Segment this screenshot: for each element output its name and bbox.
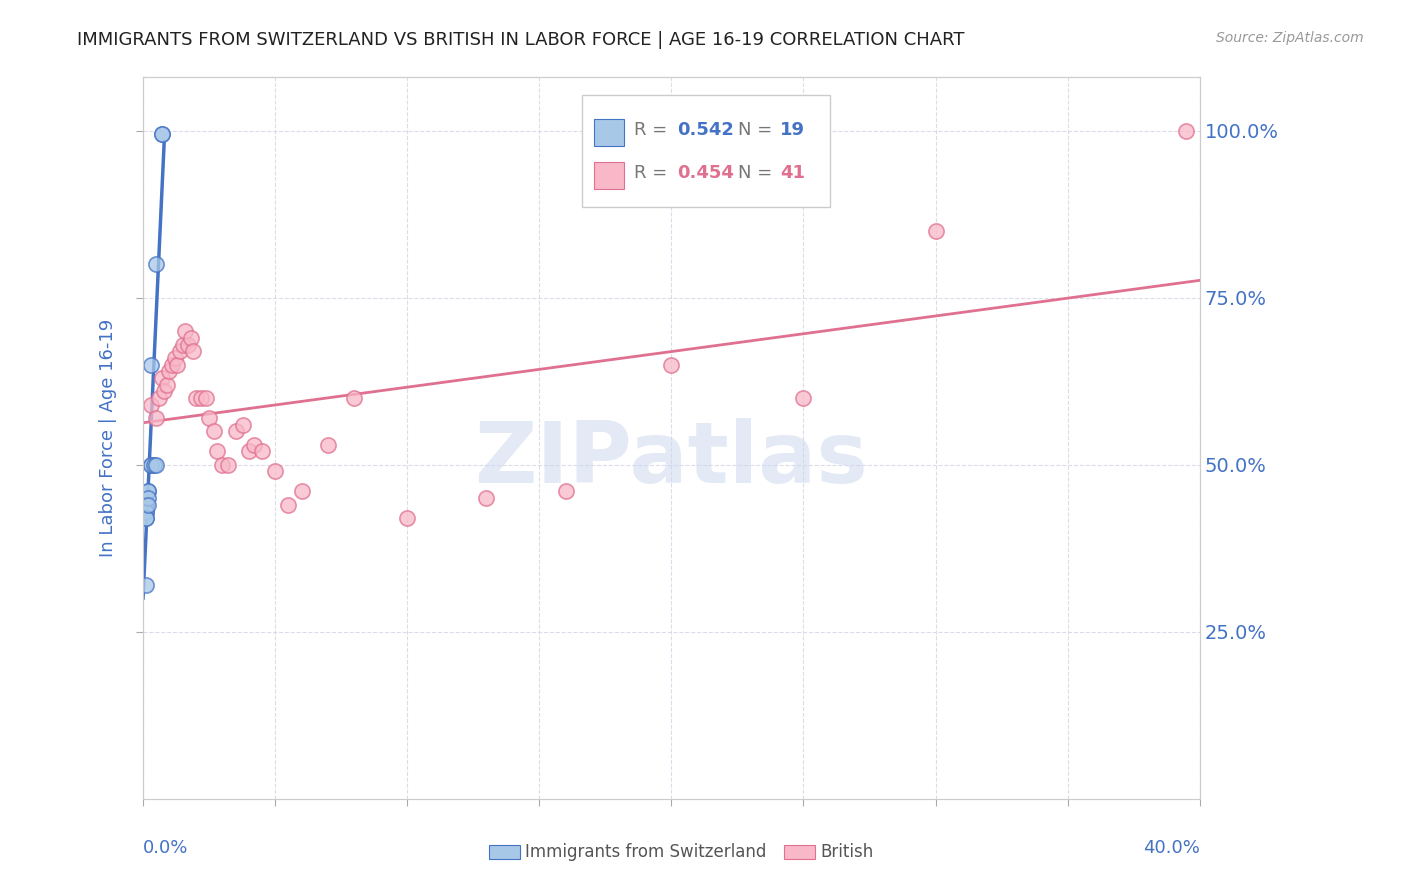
Point bbox=[659, 358, 682, 372]
Point bbox=[150, 127, 173, 141]
Point bbox=[135, 578, 157, 592]
Point bbox=[475, 491, 498, 505]
Point bbox=[243, 438, 266, 452]
Point bbox=[177, 337, 200, 351]
Point bbox=[172, 337, 194, 351]
Point bbox=[198, 411, 221, 425]
FancyBboxPatch shape bbox=[582, 95, 830, 207]
Text: 19: 19 bbox=[780, 121, 806, 139]
Point bbox=[159, 364, 181, 378]
Point bbox=[343, 391, 366, 405]
Point bbox=[145, 257, 167, 271]
Point bbox=[554, 484, 576, 499]
Point bbox=[148, 391, 170, 405]
Text: R =: R = bbox=[634, 164, 673, 182]
Point bbox=[166, 358, 188, 372]
Point bbox=[174, 324, 197, 338]
Bar bbox=[595, 161, 624, 189]
Text: Immigrants from Switzerland: Immigrants from Switzerland bbox=[524, 843, 766, 861]
Text: ZIPatlas: ZIPatlas bbox=[474, 418, 869, 501]
Text: N =: N = bbox=[738, 164, 778, 182]
Text: 40.0%: 40.0% bbox=[1143, 838, 1199, 857]
Text: N =: N = bbox=[738, 121, 778, 139]
Point bbox=[238, 444, 260, 458]
Point bbox=[1175, 124, 1198, 138]
Point bbox=[232, 417, 254, 432]
Point bbox=[138, 491, 160, 505]
Point bbox=[225, 425, 247, 439]
Point bbox=[217, 458, 239, 472]
Point bbox=[153, 384, 176, 399]
Point bbox=[135, 504, 157, 518]
Point bbox=[169, 344, 191, 359]
Point bbox=[277, 498, 299, 512]
Point bbox=[139, 458, 162, 472]
Point bbox=[135, 498, 157, 512]
Point bbox=[139, 358, 162, 372]
Point bbox=[250, 444, 273, 458]
Point bbox=[156, 377, 179, 392]
Point bbox=[264, 465, 287, 479]
Point bbox=[150, 127, 173, 141]
Point bbox=[139, 398, 162, 412]
Point bbox=[138, 498, 160, 512]
Point bbox=[163, 351, 186, 365]
Point bbox=[139, 458, 162, 472]
Point bbox=[190, 391, 212, 405]
Point bbox=[195, 391, 218, 405]
Text: British: British bbox=[820, 843, 873, 861]
Point bbox=[142, 458, 165, 472]
Bar bbox=[595, 119, 624, 146]
Point bbox=[135, 511, 157, 525]
Point bbox=[924, 224, 946, 238]
Point bbox=[180, 331, 202, 345]
Point bbox=[138, 484, 160, 499]
Text: 0.542: 0.542 bbox=[676, 121, 734, 139]
Point bbox=[160, 358, 183, 372]
Point bbox=[145, 458, 167, 472]
Point bbox=[145, 411, 167, 425]
Point bbox=[205, 444, 228, 458]
Text: 0.454: 0.454 bbox=[676, 164, 734, 182]
Point bbox=[135, 511, 157, 525]
Text: R =: R = bbox=[634, 121, 673, 139]
Text: Source: ZipAtlas.com: Source: ZipAtlas.com bbox=[1216, 31, 1364, 45]
Point bbox=[202, 425, 225, 439]
Point bbox=[150, 371, 173, 385]
Point bbox=[138, 484, 160, 499]
Text: 41: 41 bbox=[780, 164, 806, 182]
Text: 0.0%: 0.0% bbox=[143, 838, 188, 857]
Point bbox=[316, 438, 339, 452]
Text: IMMIGRANTS FROM SWITZERLAND VS BRITISH IN LABOR FORCE | AGE 16-19 CORRELATION CH: IMMIGRANTS FROM SWITZERLAND VS BRITISH I… bbox=[77, 31, 965, 49]
Y-axis label: In Labor Force | Age 16-19: In Labor Force | Age 16-19 bbox=[100, 319, 117, 558]
Point bbox=[290, 484, 312, 499]
Point bbox=[135, 498, 157, 512]
Point bbox=[396, 511, 419, 525]
Point bbox=[211, 458, 233, 472]
Point bbox=[184, 391, 207, 405]
Point bbox=[792, 391, 814, 405]
Point bbox=[181, 344, 204, 359]
Point bbox=[135, 504, 157, 518]
